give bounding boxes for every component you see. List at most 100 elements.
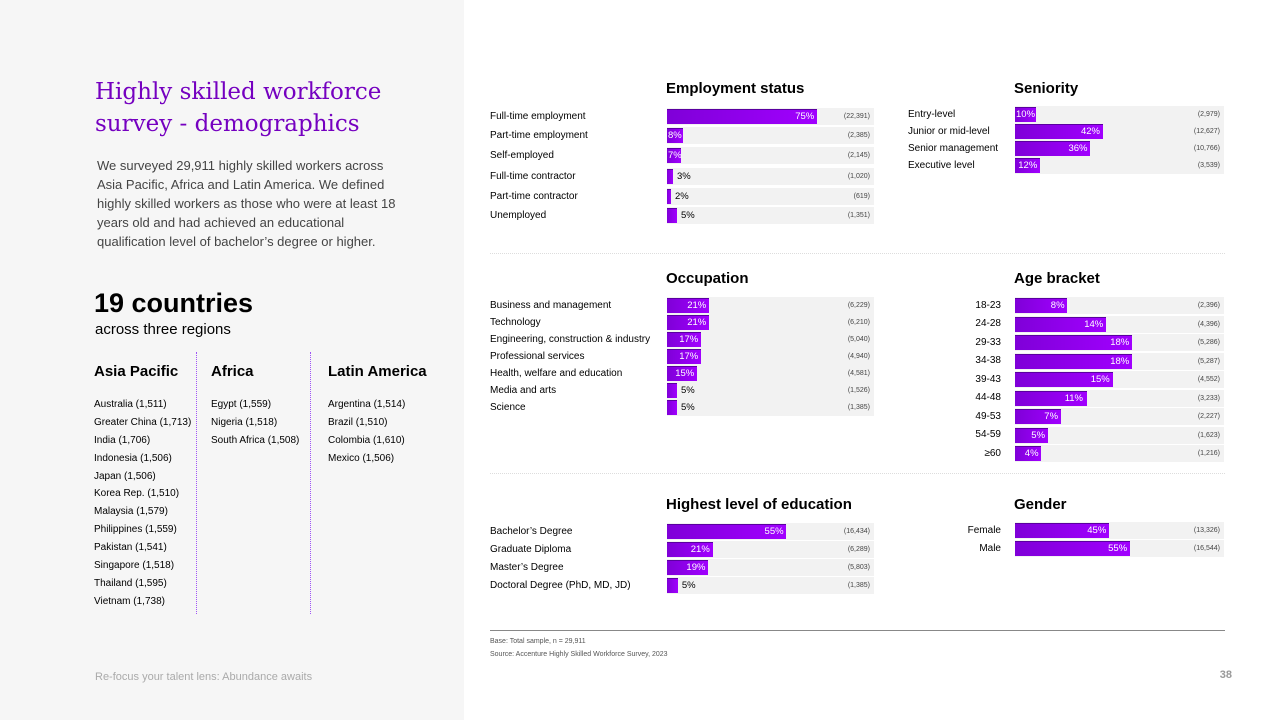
region-heading: Asia Pacific bbox=[94, 363, 179, 380]
bar-value-label: 5% bbox=[681, 385, 695, 396]
bar-count-label: (4,552) bbox=[1197, 376, 1220, 383]
bar bbox=[1015, 427, 1048, 443]
bar bbox=[667, 349, 701, 364]
bar-category-label: 18-23 bbox=[975, 299, 1001, 311]
bar bbox=[1015, 446, 1041, 461]
bar-count-label: (5,287) bbox=[1197, 357, 1220, 365]
bar-category-label: Female bbox=[967, 524, 1001, 536]
bar-track bbox=[667, 559, 874, 576]
country-item: Vietnam (1,738) bbox=[94, 595, 165, 607]
bar-track bbox=[667, 297, 874, 314]
bar bbox=[667, 560, 709, 575]
bar-category-label: Business and management bbox=[490, 299, 612, 311]
bar-count-label: (2,227) bbox=[1197, 413, 1220, 420]
bar-category-label: Professional services bbox=[490, 350, 585, 362]
bar-category-label: Science bbox=[490, 401, 526, 413]
bar-category-label: Media and arts bbox=[490, 384, 557, 396]
bar-category-label: 49-53 bbox=[975, 410, 1001, 422]
section-divider bbox=[490, 473, 1225, 474]
bar-category-label: Part-time contractor bbox=[490, 190, 578, 202]
bar bbox=[667, 208, 677, 223]
bar-category-label: 29-33 bbox=[975, 336, 1001, 348]
country-item: Argentina (1,514) bbox=[328, 399, 406, 410]
bar-category-label: Unemployed bbox=[490, 209, 547, 221]
country-item: Colombia (1,610) bbox=[328, 434, 405, 446]
bar-value-label: 5% bbox=[681, 210, 695, 221]
bar-category-label: Full-time employment bbox=[490, 110, 586, 122]
bar-track bbox=[1015, 106, 1224, 123]
bar-count-label: (4,581) bbox=[847, 370, 870, 377]
chart-title: Occupation bbox=[666, 270, 749, 287]
bar-count-label: (3,233) bbox=[1197, 394, 1220, 402]
chart-title: Highest level of education bbox=[666, 496, 852, 513]
bar-value-label: 8% bbox=[1050, 300, 1065, 311]
bar-category-label: Master’s Degree bbox=[490, 561, 564, 573]
bar-value-label: 21% bbox=[687, 317, 707, 328]
country-item: South Africa (1,508) bbox=[211, 434, 300, 446]
bar-value-label: 2% bbox=[675, 191, 689, 202]
bar-count-label: (4,940) bbox=[847, 353, 870, 360]
bar-value-label: 10% bbox=[1016, 109, 1036, 120]
bar-track bbox=[667, 577, 874, 594]
bar-count-label: (16,434) bbox=[843, 528, 870, 535]
bar-value-label: 45% bbox=[1087, 525, 1107, 536]
country-item: Pakistan (1,541) bbox=[94, 542, 167, 554]
region-heading: Latin America bbox=[328, 363, 427, 380]
region-asia-pacific: Asia Pacific Australia (1,511) Greater C… bbox=[94, 352, 194, 614]
country-item: Nigeria (1,518) bbox=[211, 416, 278, 428]
country-item: Indonesia (1,506) bbox=[94, 452, 172, 464]
country-item: Thailand (1,595) bbox=[94, 577, 167, 589]
bar-count-label: (12,627) bbox=[1193, 128, 1220, 135]
bar-track bbox=[1015, 157, 1224, 174]
bar-value-label: 15% bbox=[1090, 374, 1110, 385]
bar-value-label: 7% bbox=[1044, 411, 1059, 422]
country-item: Greater China (1,713) bbox=[94, 416, 192, 428]
bar-value-label: 42% bbox=[1080, 126, 1100, 137]
bar-track bbox=[1015, 297, 1224, 314]
bar bbox=[1015, 141, 1091, 156]
country-item: Japan (1,506) bbox=[94, 470, 156, 482]
bar-track bbox=[667, 331, 874, 348]
bar bbox=[667, 189, 671, 204]
bar-value-label: 5% bbox=[681, 580, 696, 591]
bar-category-label: Bachelor’s Degree bbox=[490, 525, 573, 537]
bar-value-label: 36% bbox=[1068, 143, 1088, 154]
countries-subheadline: across three regions bbox=[95, 321, 231, 338]
bar-value-label: 5% bbox=[1031, 429, 1046, 441]
bar-value-label: 21% bbox=[687, 300, 707, 311]
bar bbox=[667, 578, 678, 593]
country-item: Singapore (1,518) bbox=[94, 560, 175, 572]
bar bbox=[667, 383, 677, 398]
region-africa: Africa Egypt (1,559) Nigeria (1,518) Sou… bbox=[211, 352, 316, 614]
bar-count-label: (1,020) bbox=[847, 173, 870, 180]
bar-value-label: 18% bbox=[1110, 337, 1130, 348]
bar-category-label: Health, welfare and education bbox=[490, 367, 623, 379]
bar-track bbox=[667, 168, 874, 185]
bar-category-label: Executive level bbox=[908, 159, 975, 171]
bar-count-label: (6,210) bbox=[847, 319, 870, 326]
bar-track bbox=[667, 314, 874, 331]
chart-title: Age bracket bbox=[1014, 270, 1100, 287]
bar-category-label: Male bbox=[979, 542, 1001, 554]
intro-text: We surveyed 29,911 highly skilled worker… bbox=[97, 158, 396, 249]
region-divider bbox=[310, 352, 311, 614]
bar-count-label: (2,385) bbox=[847, 132, 870, 139]
bar bbox=[1015, 298, 1067, 313]
bar-category-label: Doctoral Degree (PhD, MD, JD) bbox=[490, 579, 631, 591]
bar-count-label: (6,289) bbox=[847, 546, 870, 553]
bar-track bbox=[1015, 445, 1224, 462]
bar-count-label: (4,396) bbox=[1197, 320, 1220, 328]
bar-value-label: 4% bbox=[1024, 448, 1039, 459]
country-item: Brazil (1,510) bbox=[328, 416, 388, 428]
region-latin-america: Latin America Argentina (1,514) Brazil (… bbox=[328, 352, 448, 614]
bar-count-label: (10,766) bbox=[1193, 145, 1220, 152]
bar-value-label: 11% bbox=[1064, 392, 1083, 404]
bar bbox=[1015, 541, 1130, 556]
bar-category-label: Junior or mid-level bbox=[908, 125, 990, 137]
bar-count-label: (619) bbox=[853, 193, 870, 200]
page-number: 38 bbox=[1219, 669, 1232, 681]
country-item: Philippines (1,559) bbox=[94, 524, 177, 536]
bar-category-label: Graduate Diploma bbox=[490, 543, 572, 555]
country-item: Mexico (1,506) bbox=[328, 452, 395, 464]
bar-count-label: (22,391) bbox=[843, 113, 870, 120]
